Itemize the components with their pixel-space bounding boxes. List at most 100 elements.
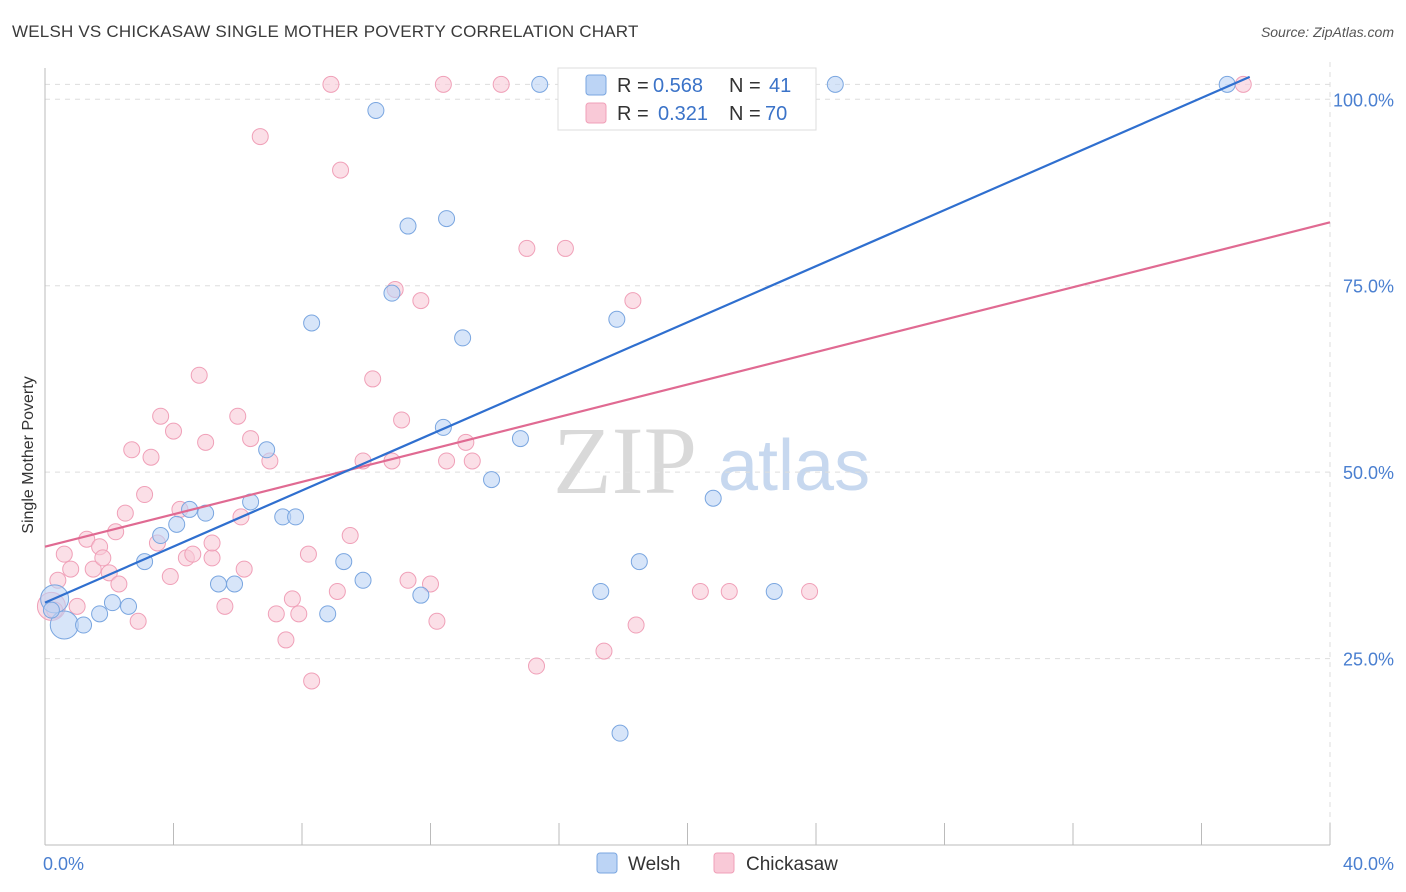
chickasaw-point bbox=[62, 560, 80, 578]
chickasaw-point bbox=[165, 422, 182, 440]
welsh-point bbox=[168, 515, 186, 533]
chickasaw-point bbox=[203, 534, 221, 552]
chickasaw-point bbox=[364, 370, 382, 388]
chickasaw-point bbox=[627, 616, 645, 634]
chickasaw-point bbox=[197, 433, 215, 451]
correlation-legend: R = 0.568 N = 41 R = 0.321 N = 70 bbox=[557, 67, 817, 131]
chickasaw-point bbox=[184, 545, 202, 563]
chickasaw-point bbox=[235, 560, 253, 578]
welsh-point bbox=[367, 101, 385, 119]
y-axis-label: Single Mother Poverty bbox=[20, 376, 37, 533]
chickasaw-point bbox=[161, 568, 179, 586]
chickasaw-point bbox=[152, 407, 170, 425]
chickasaw-point bbox=[518, 239, 536, 257]
welsh-point bbox=[765, 582, 783, 600]
bottom-legend-label-welsh: Welsh bbox=[628, 854, 680, 875]
welsh-point bbox=[120, 597, 138, 615]
bottom-legend-label-chickasaw: Chickasaw bbox=[746, 854, 838, 875]
chickasaw-point bbox=[229, 407, 247, 425]
welsh-point bbox=[335, 553, 353, 571]
chickasaw-trend-line bbox=[44, 221, 1331, 548]
chickasaw-point bbox=[691, 582, 709, 600]
trend-lines bbox=[44, 75, 1331, 604]
chickasaw-point bbox=[94, 549, 112, 567]
welsh-point bbox=[592, 582, 610, 600]
legend-r-value-chickasaw: 0.321 bbox=[658, 103, 708, 125]
y-tick-labels: 25.0% 50.0% 75.0% 100.0% bbox=[1333, 90, 1394, 669]
chickasaw-point bbox=[556, 239, 574, 257]
welsh-point bbox=[226, 575, 244, 593]
x-tick-labels: 0.0% 40.0% bbox=[43, 854, 1394, 874]
chickasaw-point bbox=[399, 571, 417, 589]
welsh-point bbox=[531, 75, 549, 93]
welsh-point bbox=[399, 217, 417, 235]
chickasaw-point bbox=[251, 128, 269, 146]
watermark-zip: ZIP bbox=[553, 407, 697, 514]
chickasaw-point bbox=[136, 486, 154, 504]
chart-title: WELSH VS CHICKASAW SINGLE MOTHER POVERTY… bbox=[12, 22, 639, 41]
welsh-points bbox=[40, 75, 1236, 742]
welsh-point bbox=[303, 314, 321, 332]
chickasaw-point bbox=[422, 575, 439, 593]
welsh-point bbox=[75, 616, 93, 634]
welsh-point bbox=[826, 75, 844, 93]
chickasaw-point bbox=[142, 448, 160, 466]
bottom-legend-swatch-chickasaw bbox=[713, 852, 735, 874]
source-credit: Source: ZipAtlas.com bbox=[1260, 24, 1394, 40]
chickasaw-point bbox=[303, 672, 321, 690]
welsh-point bbox=[209, 575, 227, 593]
y-tick-label: 50.0% bbox=[1343, 463, 1394, 483]
x-tick-label-min: 0.0% bbox=[43, 854, 84, 874]
x-tick-label-max: 40.0% bbox=[1343, 854, 1394, 874]
chickasaw-point bbox=[116, 504, 134, 522]
chickasaw-points bbox=[36, 75, 1252, 690]
welsh-point bbox=[511, 430, 529, 448]
chickasaw-point bbox=[290, 605, 308, 623]
chickasaw-point bbox=[328, 582, 346, 600]
welsh-point bbox=[354, 571, 372, 589]
legend-n-value-chickasaw: 70 bbox=[765, 103, 787, 125]
welsh-trend-line bbox=[44, 75, 1251, 604]
chickasaw-point bbox=[203, 549, 221, 567]
chickasaw-point bbox=[68, 597, 86, 615]
chickasaw-point bbox=[428, 612, 446, 630]
legend-r-label-chickasaw: R = bbox=[617, 103, 649, 125]
chickasaw-point bbox=[267, 605, 285, 623]
legend-swatch-chickasaw bbox=[585, 102, 607, 124]
legend-n-label-chickasaw: N = bbox=[729, 103, 761, 125]
welsh-point bbox=[630, 553, 648, 571]
y-tick-label: 25.0% bbox=[1343, 650, 1394, 670]
welsh-point bbox=[42, 601, 60, 619]
watermark: ZIP atlas bbox=[553, 407, 870, 514]
welsh-point bbox=[91, 605, 109, 623]
welsh-point bbox=[287, 508, 305, 526]
welsh-point bbox=[704, 489, 722, 507]
chickasaw-point bbox=[84, 560, 102, 578]
legend-r-value-welsh: 0.568 bbox=[653, 75, 703, 97]
welsh-point bbox=[438, 210, 456, 228]
chickasaw-point bbox=[412, 292, 430, 310]
y-tick-label: 75.0% bbox=[1343, 277, 1394, 297]
chickasaw-point bbox=[129, 612, 147, 630]
chickasaw-point bbox=[595, 642, 613, 660]
chickasaw-point bbox=[277, 631, 295, 649]
series-legend: Welsh Chickasaw bbox=[596, 852, 838, 875]
chickasaw-point bbox=[393, 411, 411, 429]
chickasaw-point bbox=[720, 582, 738, 600]
chickasaw-point bbox=[299, 545, 317, 563]
chickasaw-point bbox=[438, 452, 456, 470]
chickasaw-point bbox=[332, 161, 350, 179]
welsh-point bbox=[608, 310, 626, 328]
welsh-point bbox=[383, 284, 401, 302]
chickasaw-point bbox=[434, 75, 452, 93]
welsh-point bbox=[319, 605, 337, 623]
legend-swatch-welsh bbox=[585, 74, 607, 96]
chickasaw-point bbox=[123, 441, 141, 459]
chickasaw-point bbox=[110, 575, 128, 593]
y-tick-label: 100.0% bbox=[1333, 90, 1394, 110]
bottom-legend-swatch-welsh bbox=[596, 852, 618, 874]
chickasaw-point bbox=[55, 545, 73, 563]
chickasaw-point bbox=[283, 590, 301, 608]
chickasaw-point bbox=[322, 75, 340, 93]
welsh-point bbox=[483, 471, 501, 489]
